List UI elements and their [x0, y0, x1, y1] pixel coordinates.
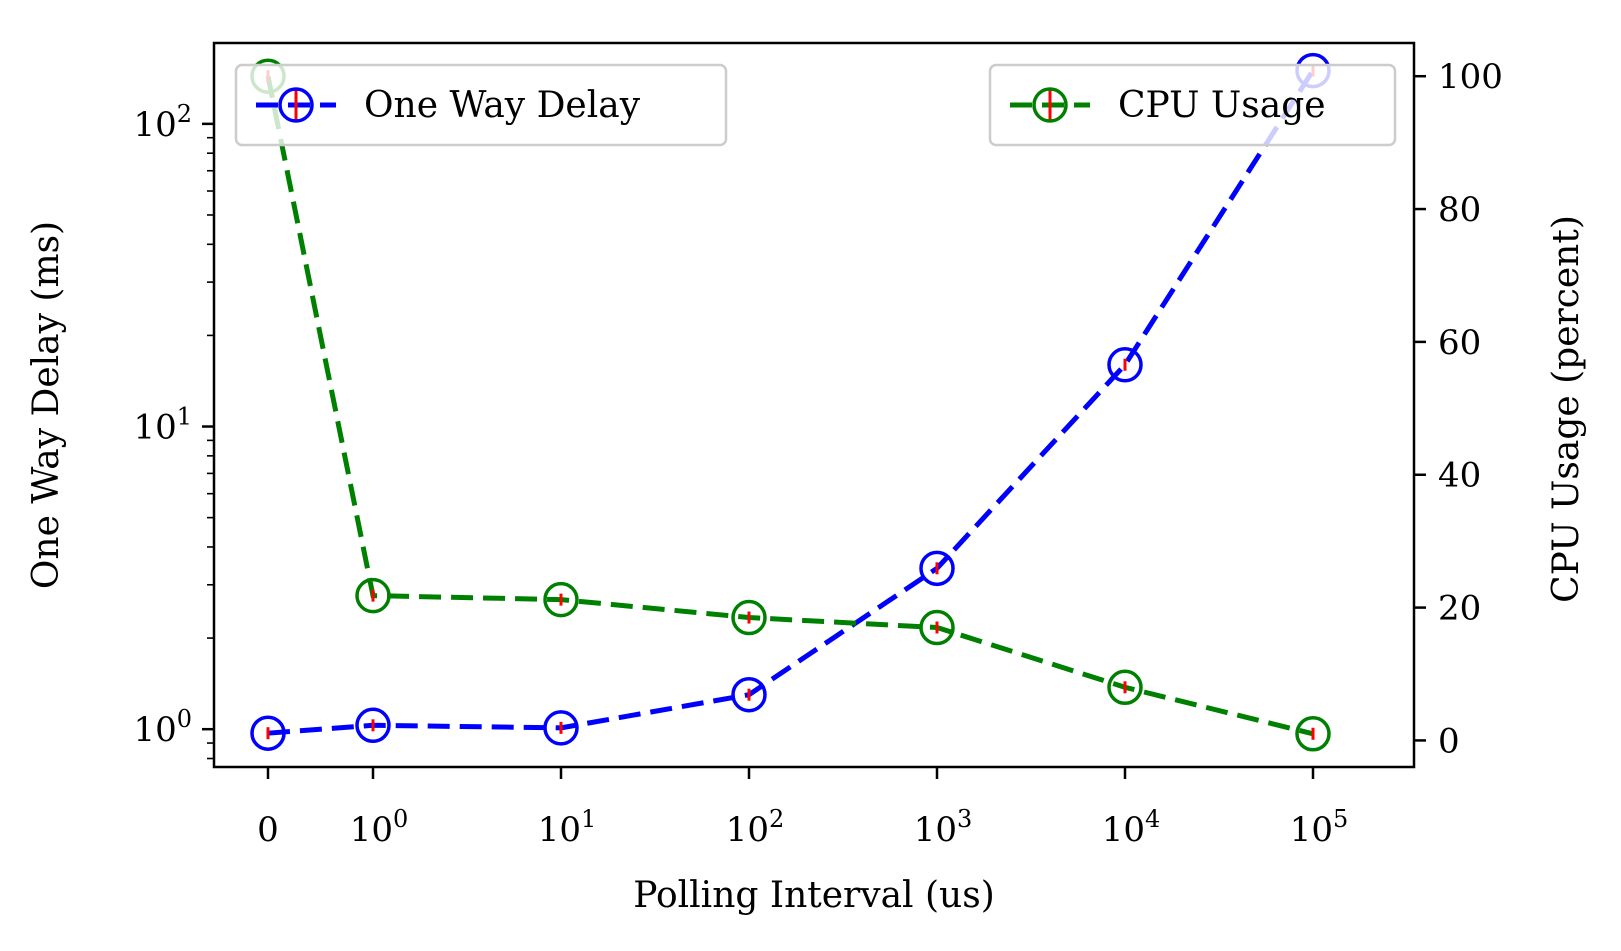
- data-point: [543, 710, 579, 746]
- legend-cpu-usage: CPU Usage: [988, 63, 1397, 147]
- data-point: [543, 581, 579, 618]
- right-y-tick-label: 100: [1438, 57, 1503, 97]
- x-tick-label: 105: [1290, 805, 1349, 850]
- data-point: [1107, 669, 1143, 706]
- data-point: [355, 707, 391, 744]
- axes-layer: 0 100 101 102 103 104 105 100 101 102 0 20 40 60 80 100: [133, 57, 1502, 850]
- right-y-tick-label: 0: [1438, 721, 1460, 761]
- data-point: [919, 550, 955, 587]
- right-y-tick-label: 80: [1438, 190, 1481, 230]
- series-line: [265, 75, 1314, 737]
- right-y-axis-label: CPU Usage (percent): [1546, 215, 1587, 603]
- legend-marker: [278, 87, 314, 123]
- x-tick-label: 102: [726, 805, 785, 850]
- legend-box: [234, 63, 728, 147]
- legend-label: One Way Delay: [364, 85, 641, 126]
- x-tick-label: 104: [1102, 805, 1161, 850]
- series-layer: [250, 52, 1331, 752]
- data-point: [1295, 716, 1331, 752]
- series-cpu-usage: [250, 58, 1331, 752]
- x-tick-label: 0: [257, 810, 279, 850]
- data-point: [919, 609, 955, 646]
- right-y-tick-label: 40: [1438, 456, 1481, 496]
- plot-frame: [212, 41, 1416, 769]
- left-y-tick-label: 101: [133, 403, 192, 448]
- legend-layer: One Way Delay CPU Usage: [234, 63, 1397, 147]
- series-line: [267, 69, 1316, 736]
- left-y-axis-label: One Way Delay (ms): [26, 221, 67, 589]
- x-tick-label: 100: [350, 805, 409, 850]
- data-point: [731, 676, 767, 713]
- legend-label: CPU Usage: [1118, 85, 1326, 126]
- data-point: [250, 715, 286, 751]
- x-axis-label: Polling Interval (us): [633, 875, 995, 916]
- x-tick-label: 103: [914, 805, 973, 850]
- legend-box: [988, 63, 1397, 147]
- data-point: [1107, 346, 1143, 383]
- data-point: [355, 577, 391, 614]
- left-y-tick-label: 100: [133, 705, 192, 750]
- left-y-tick-label: 102: [133, 100, 192, 145]
- x-tick-label: 101: [538, 805, 597, 850]
- right-y-tick-label: 60: [1438, 323, 1481, 363]
- legend-one-way-delay: One Way Delay: [234, 63, 728, 147]
- data-point: [731, 599, 767, 636]
- series-one-way-delay: [250, 52, 1331, 751]
- right-y-tick-label: 20: [1438, 589, 1481, 629]
- legend-marker: [1032, 87, 1068, 123]
